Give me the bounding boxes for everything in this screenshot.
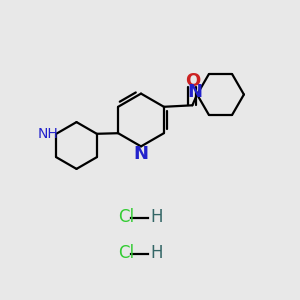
Text: NH: NH [38, 127, 58, 141]
Text: Cl: Cl [118, 244, 134, 262]
Text: N: N [134, 145, 148, 163]
Text: H: H [150, 244, 163, 262]
Text: O: O [185, 72, 200, 90]
Text: N: N [187, 83, 202, 101]
Text: H: H [150, 208, 163, 226]
Text: Cl: Cl [118, 208, 134, 226]
